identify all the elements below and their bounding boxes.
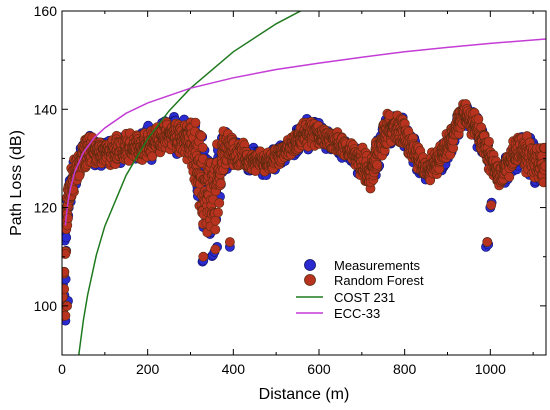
y-tick-label: 100 — [34, 298, 58, 314]
scatter-point — [484, 136, 494, 147]
legend-label-measurements: Measurements — [334, 258, 420, 273]
scatter-point — [210, 244, 221, 255]
legend-marker-random-forest — [304, 274, 316, 286]
scatter-point — [74, 170, 85, 181]
scatter-point — [196, 130, 207, 141]
scatter-point — [198, 251, 209, 262]
legend-label-random-forest: Random Forest — [334, 273, 424, 288]
scatter-point — [504, 171, 515, 182]
scatter-point — [62, 284, 70, 294]
plot-frame — [61, 10, 547, 356]
scatter-point — [210, 224, 221, 235]
scatter-point — [224, 237, 235, 247]
scatter-point — [62, 232, 72, 243]
scatter-point — [190, 117, 201, 128]
x-tick-label: 800 — [393, 361, 417, 377]
series-layer — [62, 11, 546, 355]
x-tick-label: 1000 — [475, 361, 506, 377]
x-tick-label: 200 — [136, 361, 160, 377]
y-tick-label: 160 — [34, 3, 58, 19]
legend-label-cost-231: COST 231 — [334, 290, 395, 305]
x-tick-label: 400 — [222, 361, 246, 377]
axes-layer: 0 200 400 600 800 1000 100 120 140 160 — [34, 3, 546, 377]
scatter-point — [214, 198, 225, 208]
scatter-point — [540, 160, 546, 171]
line-ecc-33 — [64, 38, 546, 226]
legend: Measurements Random Forest COST 231 ECC-… — [296, 258, 424, 321]
scatter-point — [538, 177, 546, 188]
scatter-point — [62, 267, 70, 277]
series-random-forest — [62, 99, 546, 322]
scatter-point — [539, 142, 546, 153]
scatter-point — [215, 178, 226, 189]
scatter-point — [197, 142, 208, 153]
y-tick-label: 120 — [34, 200, 58, 216]
x-tick-label: 600 — [307, 361, 331, 377]
x-tick-label: 0 — [58, 361, 66, 377]
legend-label-ecc-33: ECC-33 — [334, 306, 380, 321]
scatter-point — [372, 159, 383, 170]
y-axis-title: Path Loss (dB) — [8, 130, 25, 236]
legend-marker-measurements — [304, 259, 316, 271]
scatter-point — [63, 213, 73, 224]
scatter-point — [473, 114, 484, 124]
scatter-point — [213, 207, 223, 218]
scatter-point — [210, 215, 221, 226]
x-axis-title: Distance (m) — [259, 386, 350, 403]
scatter-point — [482, 237, 493, 247]
scatter-point — [486, 200, 497, 210]
scatter-point — [62, 310, 71, 321]
y-tick-label: 140 — [34, 101, 58, 117]
line-cost-231 — [78, 11, 303, 355]
